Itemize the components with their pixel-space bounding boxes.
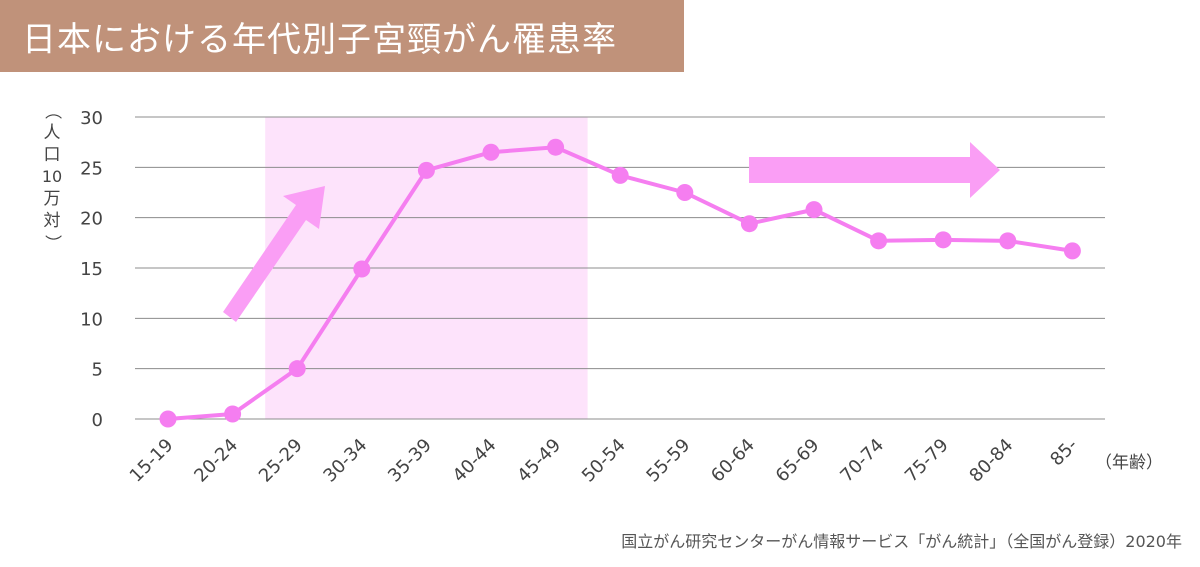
x-axis-unit-label: （年齢） (1095, 453, 1163, 473)
y-unit-char: 人 (43, 123, 61, 143)
x-tick-label: 30-34 (319, 435, 371, 487)
data-point (417, 161, 435, 179)
data-point (159, 410, 177, 428)
data-point (288, 360, 306, 378)
y-tick-label: 0 (92, 410, 103, 431)
x-tick-label: 35-39 (384, 435, 436, 487)
data-point (740, 215, 758, 233)
x-tick-label: 20-24 (190, 435, 242, 487)
data-point (547, 138, 565, 156)
x-tick-label: 45-49 (513, 435, 565, 487)
x-tick-labels: 15-19 20-24 25-29 30-34 35-39 40-44 45-49 50-54… (126, 435, 1082, 487)
x-tick-label: 75-79 (901, 435, 953, 487)
arrow-right-icon (749, 142, 1000, 198)
y-tick-labels: 0 5 10 15 20 25 30 (80, 108, 103, 431)
x-tick-label: 60-64 (707, 435, 759, 487)
chart-title: 日本における年代別子宮頸がん罹患率 (22, 19, 617, 60)
y-axis-unit-label: （ 人 口 10 万 対 ） (40, 100, 64, 254)
data-point (611, 166, 629, 184)
x-tick-label: 40-44 (449, 435, 501, 487)
data-point (870, 232, 888, 250)
y-tick-label: 15 (80, 259, 103, 280)
data-point (224, 405, 242, 423)
x-tick-label: 25-29 (255, 435, 307, 487)
arrow-up-right-icon (223, 186, 325, 322)
y-unit-number: 10 (41, 167, 63, 186)
data-point (934, 231, 952, 249)
y-unit-char: 対 (43, 211, 61, 231)
x-tick-label: 70-74 (836, 435, 888, 487)
data-point (999, 232, 1017, 250)
y-tick-label: 20 (80, 209, 103, 230)
x-tick-label: 80-84 (965, 435, 1017, 487)
y-unit-char: 万 (43, 189, 61, 209)
y-tick-label: 5 (92, 360, 103, 381)
data-point (1063, 242, 1081, 260)
x-tick-label: 65-69 (772, 435, 824, 487)
y-unit-char: 口 (43, 145, 61, 165)
y-tick-label: 10 (80, 309, 103, 330)
title-banner: 日本における年代別子宮頸がん罹患率 (0, 0, 684, 72)
series-layer (159, 138, 1081, 428)
x-tick-label: 50-54 (578, 435, 630, 487)
data-point (482, 143, 500, 161)
source-note: 国立がん研究センターがん情報サービス「がん統計」（全国がん登録）2020年 (621, 532, 1182, 551)
y-tick-label: 25 (80, 158, 103, 179)
y-tick-label: 30 (80, 108, 103, 129)
data-point (676, 184, 694, 201)
arrow-layer (223, 142, 1000, 322)
x-tick-label: 85- (1046, 435, 1082, 471)
x-tick-label: 55-59 (642, 435, 694, 487)
data-point (805, 201, 823, 219)
data-point (353, 260, 371, 278)
x-tick-label: 15-19 (126, 435, 178, 487)
